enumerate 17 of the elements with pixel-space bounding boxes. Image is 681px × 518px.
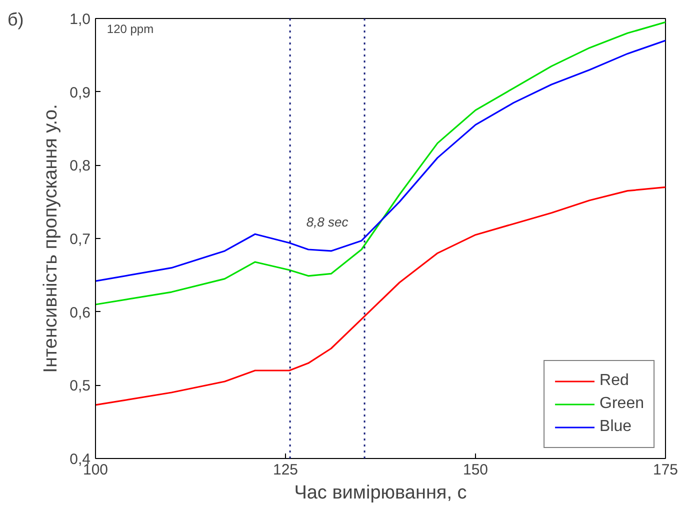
y-tick-label: 1,0 (70, 11, 91, 28)
annotation: 120 ppm (106, 22, 154, 36)
x-tick-label: 125 (272, 462, 298, 478)
legend-label: Blue (600, 418, 632, 436)
x-tick-label: 175 (652, 462, 678, 478)
legend-label: Red (600, 372, 629, 390)
y-axis-title: Інтенсивність пропускання у.о. (40, 104, 62, 373)
x-axis-title: Час вимірювання, с (294, 482, 467, 504)
x-tick-label: 150 (462, 462, 488, 478)
y-tick-label: 0,9 (70, 84, 91, 102)
y-tick-label: 0,7 (70, 231, 91, 248)
y-tick-label: 0,5 (70, 378, 91, 395)
y-tick-label: 0,8 (70, 158, 91, 175)
text: б) (8, 10, 24, 30)
y-tick-label: 0,6 (70, 304, 91, 322)
legend-label: Green (600, 395, 644, 413)
annotation: 8,8 sec (306, 214, 349, 230)
